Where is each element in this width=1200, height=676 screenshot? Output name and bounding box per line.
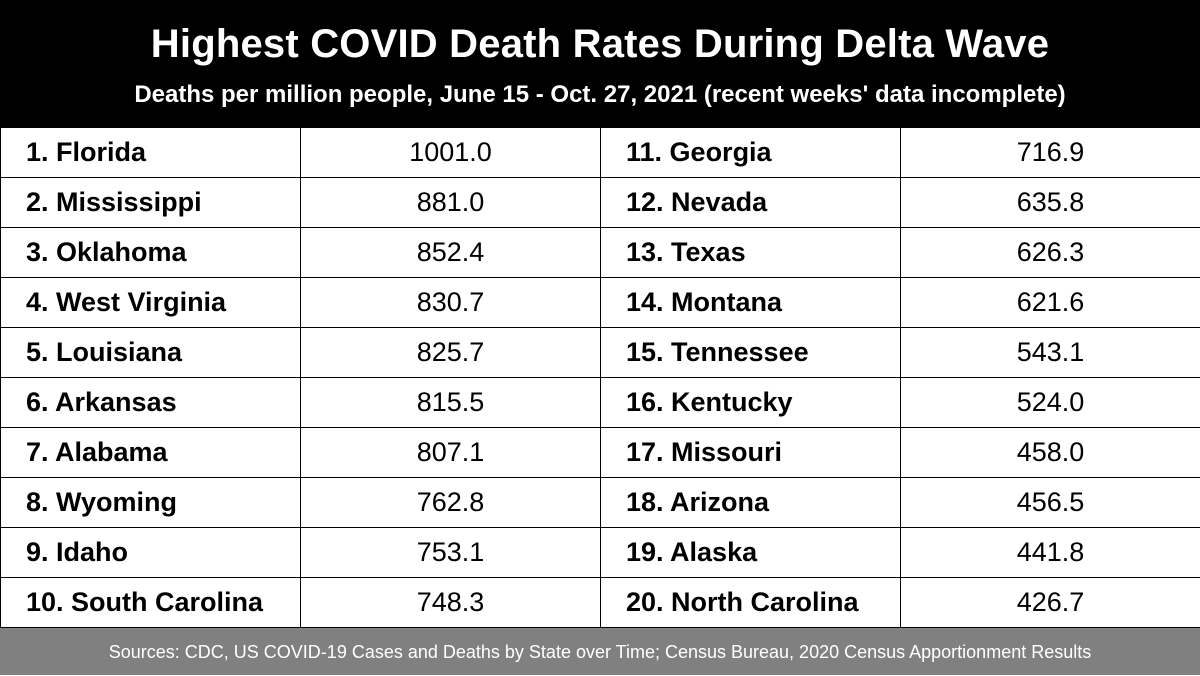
state-name-cell: 2. Mississippi [1,178,301,228]
death-rate-value-cell: 543.1 [901,328,1200,378]
state-name-cell: 3. Oklahoma [1,228,301,278]
death-rate-value-cell: 716.9 [901,128,1200,178]
state-name-cell: 15. Tennessee [601,328,901,378]
death-rate-value-cell: 815.5 [301,378,601,428]
state-name-cell: 4. West Virginia [1,278,301,328]
death-rate-value-cell: 635.8 [901,178,1200,228]
death-rate-value-cell: 762.8 [301,478,601,528]
death-rate-value-cell: 852.4 [301,228,601,278]
death-rate-value-cell: 524.0 [901,378,1200,428]
state-name-cell: 7. Alabama [1,428,301,478]
state-name-cell: 12. Nevada [601,178,901,228]
state-name-cell: 18. Arizona [601,478,901,528]
state-name-cell: 20. North Carolina [601,578,901,628]
state-name-cell: 8. Wyoming [1,478,301,528]
death-rate-value-cell: 807.1 [301,428,601,478]
death-rate-value-cell: 1001.0 [301,128,601,178]
death-rate-value-cell: 881.0 [301,178,601,228]
state-name-cell: 17. Missouri [601,428,901,478]
state-name-cell: 16. Kentucky [601,378,901,428]
death-rate-value-cell: 456.5 [901,478,1200,528]
state-name-cell: 14. Montana [601,278,901,328]
death-rate-value-cell: 426.7 [901,578,1200,628]
chart-header: Highest COVID Death Rates During Delta W… [0,0,1200,127]
state-name-cell: 9. Idaho [1,528,301,578]
state-name-cell: 5. Louisiana [1,328,301,378]
state-name-cell: 19. Alaska [601,528,901,578]
state-name-cell: 13. Texas [601,228,901,278]
state-name-cell: 6. Arkansas [1,378,301,428]
death-rate-value-cell: 458.0 [901,428,1200,478]
death-rate-value-cell: 825.7 [301,328,601,378]
death-rate-value-cell: 753.1 [301,528,601,578]
death-rate-value-cell: 830.7 [301,278,601,328]
state-name-cell: 1. Florida [1,128,301,178]
death-rate-value-cell: 621.6 [901,278,1200,328]
death-rate-value-cell: 626.3 [901,228,1200,278]
death-rate-value-cell: 441.8 [901,528,1200,578]
death-rate-value-cell: 748.3 [301,578,601,628]
chart-subtitle: Deaths per million people, June 15 - Oct… [0,80,1200,110]
state-name-cell: 10. South Carolina [1,578,301,628]
sources-footer: Sources: CDC, US COVID-19 Cases and Deat… [0,627,1200,675]
chart-title: Highest COVID Death Rates During Delta W… [0,20,1200,68]
state-name-cell: 11. Georgia [601,128,901,178]
